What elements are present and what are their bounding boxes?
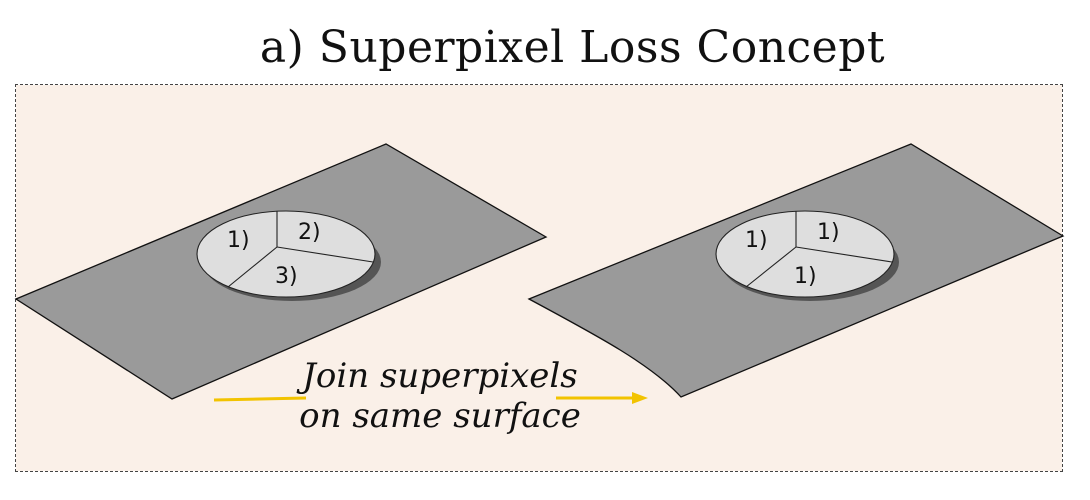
right-segment-label: 1) — [817, 220, 840, 245]
arrow-head — [632, 392, 648, 404]
figure-title: a) Superpixel Loss Concept — [259, 22, 886, 73]
left-segment-label: 1) — [227, 228, 250, 253]
right-segment-label: 1) — [794, 264, 817, 289]
right-disc-divider-left — [745, 246, 797, 288]
right-disc-divider-right — [795, 246, 893, 263]
left-disc-divider-left — [227, 246, 278, 288]
caption: Join superpixels on same surface — [270, 356, 610, 436]
left-segment-label: 2) — [298, 220, 321, 245]
left-segment-label: 3) — [275, 264, 298, 289]
caption-line-1: Join superpixels — [302, 356, 578, 396]
left-disc-divider-right — [276, 246, 374, 263]
concept-panel — [15, 84, 1063, 472]
arrow-tail — [213, 396, 307, 402]
right-segment-label: 1) — [745, 228, 768, 253]
caption-line-2: on same surface — [299, 396, 581, 436]
